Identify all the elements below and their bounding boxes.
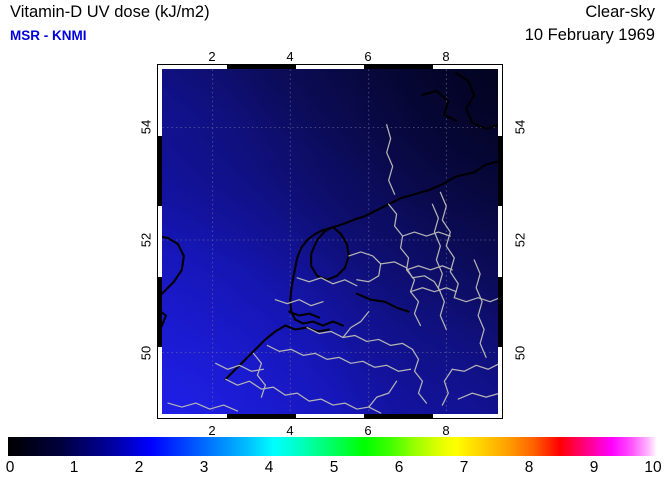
lon-tick-bottom-2: 2: [208, 423, 216, 438]
map-frame: [157, 64, 503, 419]
colorbar-tick-4: 4: [264, 459, 274, 476]
colorbar-gradient: [8, 437, 657, 456]
colorbar-tick-7: 7: [459, 459, 469, 476]
lon-tick-bottom-8: 8: [442, 423, 450, 438]
map-plot: [157, 64, 503, 419]
colorbar-tick-10: 10: [644, 459, 662, 476]
colorbar-tick-8: 8: [524, 459, 534, 476]
map-canvas: [158, 65, 502, 418]
lat-tick-left-52: 52: [138, 232, 154, 248]
lat-tick-left-50: 50: [138, 345, 154, 361]
lon-tick-bottom-6: 6: [364, 423, 372, 438]
coastlines: [158, 71, 502, 381]
date-label: 10 February 1969: [524, 26, 655, 44]
lat-tick-right-50: 50: [512, 345, 528, 361]
colorbar-tick-5: 5: [329, 459, 339, 476]
data-source-label: MSR - KNMI: [10, 28, 87, 43]
lat-tick-right-52: 52: [512, 232, 528, 248]
sky-condition-label: Clear-sky: [585, 3, 655, 21]
lon-tick-bottom-4: 4: [286, 423, 294, 438]
lon-tick-top-8: 8: [442, 49, 450, 64]
lat-tick-right-54: 54: [512, 119, 528, 135]
colorbar-tick-0: 0: [5, 459, 15, 476]
graticule: [158, 65, 502, 418]
colorbar-tick-2: 2: [134, 459, 144, 476]
colorbar-tick-3: 3: [199, 459, 209, 476]
administrative-borders: [167, 124, 501, 414]
colorbar: [8, 437, 657, 456]
colorbar-tick-6: 6: [394, 459, 404, 476]
page-title: Vitamin-D UV dose (kJ/m2): [10, 3, 210, 21]
lat-tick-left-54: 54: [138, 119, 154, 135]
lon-tick-top-4: 4: [286, 49, 294, 64]
colorbar-tick-1: 1: [69, 459, 79, 476]
colorbar-tick-9: 9: [589, 459, 599, 476]
lon-tick-top-6: 6: [364, 49, 372, 64]
lon-tick-top-2: 2: [208, 49, 216, 64]
